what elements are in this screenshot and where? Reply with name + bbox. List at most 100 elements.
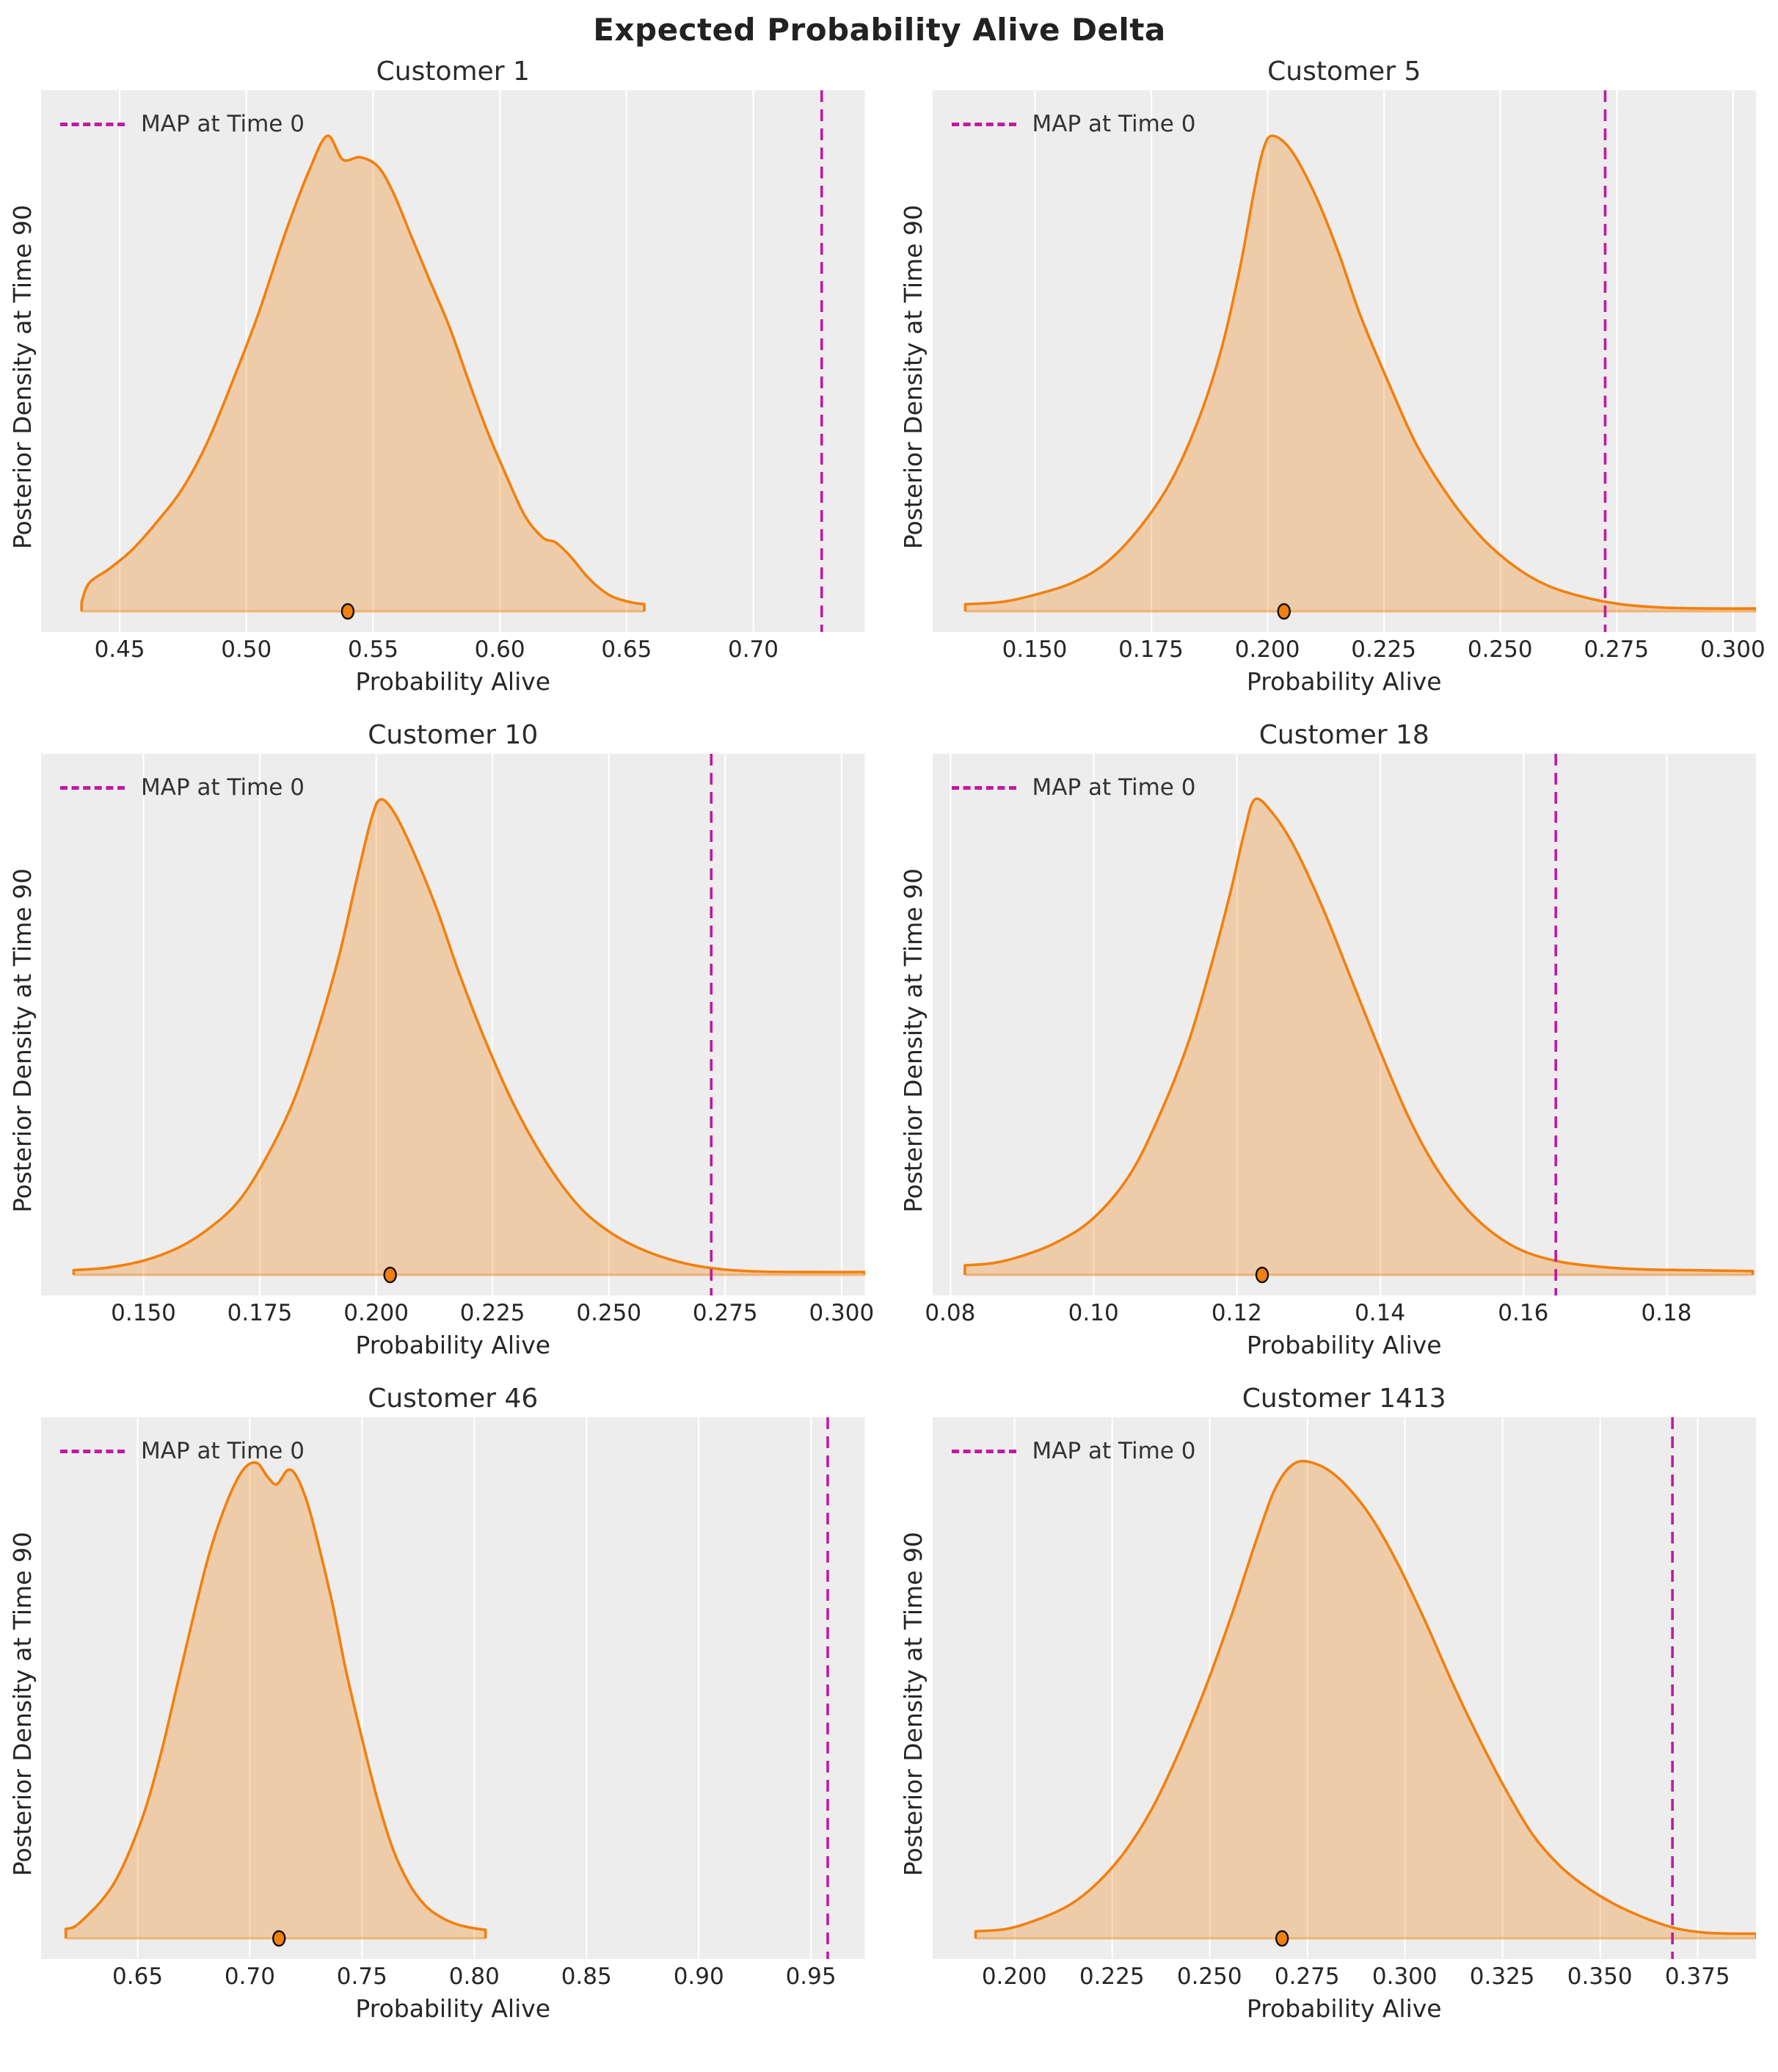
density-plot-svg xyxy=(41,1417,865,1959)
plot-area: MAP at Time 0 xyxy=(932,1417,1756,1959)
x-tick-label: 0.275 xyxy=(692,1300,758,1326)
plot-area: MAP at Time 0 xyxy=(41,90,865,632)
axes-background xyxy=(41,754,865,1295)
legend: MAP at Time 0 xyxy=(60,774,305,801)
x-tick-label: 0.75 xyxy=(336,1963,387,1990)
map-marker-dot xyxy=(340,603,355,620)
y-axis-label: Posterior Density at Time 90 xyxy=(895,1382,933,2026)
x-axis-label: Probability Alive xyxy=(355,1994,551,2023)
subplot-customer-18: Posterior Density at Time 90 Customer 18… xyxy=(895,719,1757,1363)
plot-area: MAP at Time 0 xyxy=(41,1417,865,1959)
legend-label: MAP at Time 0 xyxy=(141,774,305,801)
plot-area: MAP at Time 0 xyxy=(932,90,1756,632)
subplot-title: Customer 1 xyxy=(376,57,530,87)
subplot-customer-46: Posterior Density at Time 90 Customer 46… xyxy=(3,1382,865,2026)
x-tick-label: 0.200 xyxy=(981,1963,1047,1990)
density-plot-svg xyxy=(932,754,1756,1295)
x-tick-label: 0.150 xyxy=(111,1300,176,1326)
kde-fill xyxy=(975,1461,1756,1938)
subplot-title: Customer 10 xyxy=(368,720,539,750)
y-axis-label: Posterior Density at Time 90 xyxy=(895,719,933,1363)
x-tick-row: 0.150 0.175 0.200 0.225 0.250 0.275 0.300 xyxy=(933,632,1766,666)
kde-curve xyxy=(963,134,1756,611)
x-tick-label: 0.200 xyxy=(1234,636,1300,663)
map-marker-dot xyxy=(1275,1930,1289,1947)
kde-fill xyxy=(73,799,865,1275)
map-marker-dot xyxy=(1277,603,1291,620)
x-tick-label: 0.55 xyxy=(347,636,398,663)
y-axis-label: Posterior Density at Time 90 xyxy=(3,1382,41,2026)
y-axis-label-text: Posterior Density at Time 90 xyxy=(7,205,37,550)
x-tick-label: 0.150 xyxy=(1002,636,1068,663)
x-tick-label: 0.225 xyxy=(1351,636,1416,663)
x-tick-label: 0.200 xyxy=(343,1300,409,1326)
kde-curve xyxy=(963,797,1754,1275)
x-tick-label: 0.275 xyxy=(1274,1963,1340,1990)
x-tick-label: 0.300 xyxy=(1371,1963,1438,1990)
x-tick-label: 0.65 xyxy=(601,636,652,663)
plot-column: Customer 18 MAP at Time 0 0.08 0.10 0.12 0.… xyxy=(925,719,1757,1363)
x-tick-label: 0.250 xyxy=(1176,1963,1242,1990)
x-tick-label: 0.85 xyxy=(561,1963,612,1990)
x-tick-label: 0.225 xyxy=(1079,1963,1145,1990)
y-axis-label: Posterior Density at Time 90 xyxy=(3,55,41,699)
x-tick-label: 0.325 xyxy=(1469,1963,1535,1990)
plot-column: Customer 1 MAP at Time 0 0.45 0.50 0.55 0.6… xyxy=(41,55,865,699)
x-tick-label: 0.375 xyxy=(1664,1963,1730,1990)
x-axis-label: Probability Alive xyxy=(355,1331,551,1359)
legend: MAP at Time 0 xyxy=(951,111,1196,137)
y-axis-label-text: Posterior Density at Time 90 xyxy=(899,868,928,1213)
x-tick-row: 0.08 0.10 0.12 0.14 0.16 0.18 xyxy=(925,1295,1757,1329)
legend-label: MAP at Time 0 xyxy=(1032,111,1196,137)
x-tick-label: 0.300 xyxy=(809,1300,875,1326)
subplot-grid: Posterior Density at Time 90 Customer 1 … xyxy=(3,55,1766,2026)
axes-background xyxy=(41,90,865,632)
map-marker-dot xyxy=(1255,1266,1269,1284)
x-tick-label: 0.70 xyxy=(727,636,779,663)
dashed-line-swatch xyxy=(60,122,125,126)
subplot-customer-1: Posterior Density at Time 90 Customer 1 … xyxy=(3,55,865,699)
x-tick-label: 0.90 xyxy=(673,1963,724,1990)
x-tick-label: 0.65 xyxy=(112,1963,164,1990)
legend-label: MAP at Time 0 xyxy=(141,111,305,137)
legend: MAP at Time 0 xyxy=(60,111,305,137)
x-tick-label: 0.175 xyxy=(1118,636,1184,663)
kde-curve xyxy=(974,1459,1756,1938)
y-axis-label-text: Posterior Density at Time 90 xyxy=(7,1532,37,1877)
density-plot-svg xyxy=(932,90,1756,632)
axes-background xyxy=(932,1417,1756,1959)
x-tick-row: 0.200 0.225 0.250 0.275 0.300 0.325 0.350 0.375 xyxy=(933,1959,1757,1993)
x-tick-label: 0.250 xyxy=(1467,636,1533,663)
kde-fill xyxy=(964,136,1756,611)
kde-fill xyxy=(964,799,1753,1275)
dashed-line-swatch xyxy=(60,785,125,790)
legend: MAP at Time 0 xyxy=(951,1438,1195,1464)
y-axis-label: Posterior Density at Time 90 xyxy=(3,719,41,1363)
x-tick-label: 0.80 xyxy=(448,1963,500,1990)
plot-column: Customer 5 MAP at Time 0 0.150 0.175 0.200… xyxy=(932,55,1766,699)
axes-background xyxy=(932,90,1756,632)
x-axis-label: Probability Alive xyxy=(1246,1331,1442,1359)
plot-area: MAP at Time 0 xyxy=(41,754,865,1295)
x-tick-label: 0.275 xyxy=(1584,636,1650,663)
legend: MAP at Time 0 xyxy=(951,774,1195,801)
legend: MAP at Time 0 xyxy=(60,1438,305,1464)
kde-curve xyxy=(80,134,646,611)
x-tick-label: 0.70 xyxy=(224,1963,275,1990)
dashed-line-swatch xyxy=(951,1449,1016,1453)
dashed-line-swatch xyxy=(60,1449,125,1453)
x-tick-row: 0.65 0.70 0.75 0.80 0.85 0.90 0.95 xyxy=(41,1959,865,1993)
density-plot-svg xyxy=(932,1417,1756,1959)
subplot-title: Customer 46 xyxy=(368,1384,539,1414)
figure-suptitle: Expected Probability Alive Delta xyxy=(593,12,1166,48)
x-tick-label: 0.14 xyxy=(1355,1300,1406,1326)
map-marker-dot xyxy=(383,1266,397,1284)
x-tick-row: 0.45 0.50 0.55 0.60 0.65 0.70 xyxy=(41,632,865,666)
x-tick-label: 0.50 xyxy=(221,636,272,663)
x-tick-label: 0.350 xyxy=(1567,1963,1633,1990)
x-tick-label: 0.250 xyxy=(576,1300,642,1326)
x-tick-label: 0.18 xyxy=(1641,1300,1692,1326)
x-tick-label: 0.45 xyxy=(94,636,145,663)
subplot-title: Customer 18 xyxy=(1258,720,1429,750)
